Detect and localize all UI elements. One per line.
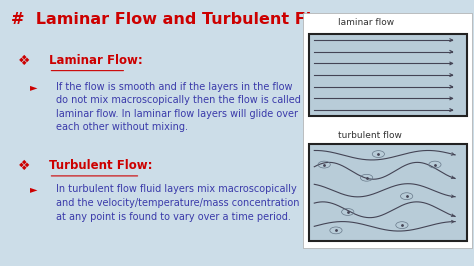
Bar [309,144,467,241]
Text: Laminar Flow:: Laminar Flow: [48,54,142,67]
Text: In turbulent flow fluid layers mix macroscopically
and the velocity/temperature/: In turbulent flow fluid layers mix macro… [55,184,299,222]
Text: ❖: ❖ [18,54,30,68]
Text: ❖: ❖ [18,159,30,173]
Bar [309,34,467,116]
Text: #  Laminar Flow and Turbulent Flow:: # Laminar Flow and Turbulent Flow: [11,12,343,27]
Text: turbulent flow: turbulent flow [338,131,402,140]
Text: laminar flow: laminar flow [338,19,394,27]
Text: Turbulent Flow:: Turbulent Flow: [48,159,152,172]
Text: ►: ► [30,184,37,194]
Text: If the flow is smooth and if the layers in the flow
do not mix macroscopically t: If the flow is smooth and if the layers … [55,82,301,132]
FancyBboxPatch shape [303,13,472,247]
Text: ►: ► [30,82,37,92]
